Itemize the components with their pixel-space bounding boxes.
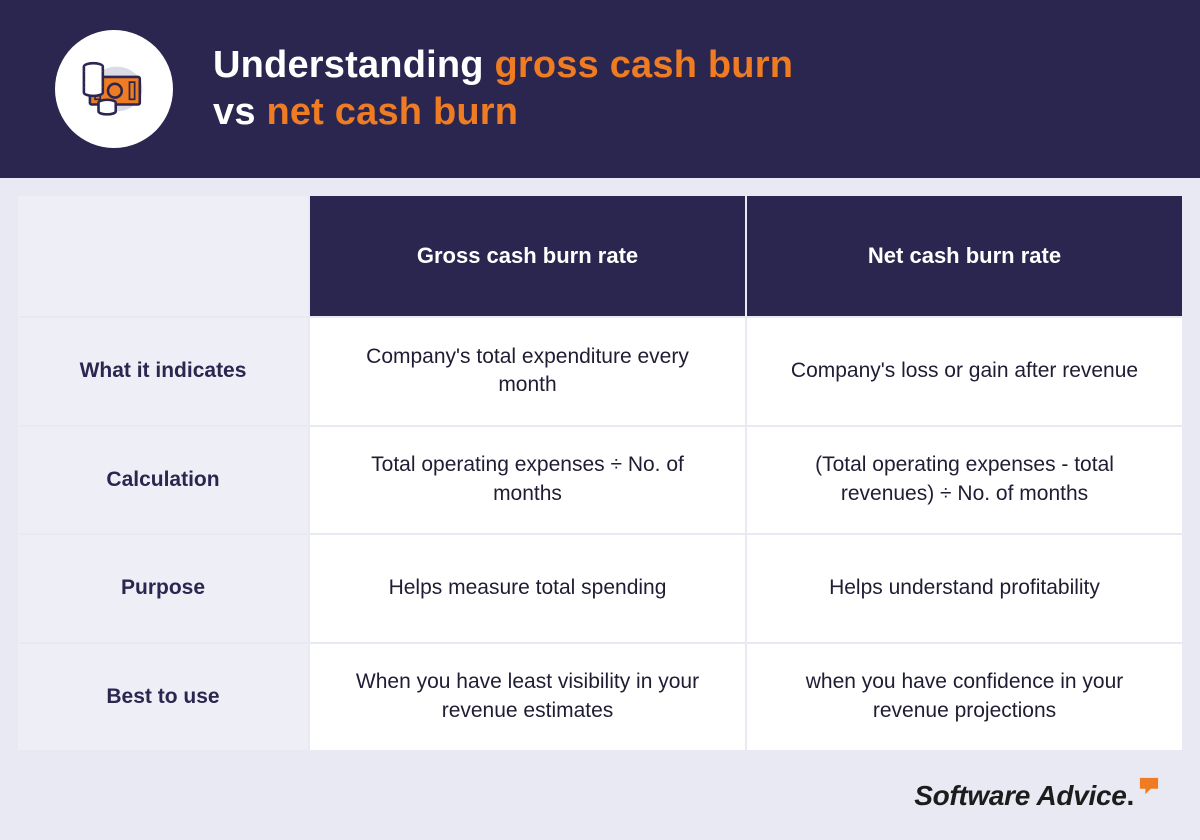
table-header-row: Gross cash burn rate Net cash burn rate — [18, 196, 1182, 316]
cell-indicates-gross: Company's total expenditure every month — [310, 318, 745, 425]
footer-brand-suffix: . — [1127, 780, 1134, 811]
footer-brand: Software Advice. — [914, 780, 1160, 812]
cell-indicates-net: Company's loss or gain after revenue — [747, 318, 1182, 425]
col-header-gross: Gross cash burn rate — [310, 196, 745, 316]
cell-purpose-gross: Helps measure total spending — [310, 535, 745, 642]
row-label-purpose: Purpose — [18, 535, 308, 642]
infographic-root: Understanding gross cash burn vs net cas… — [0, 0, 1200, 840]
col-header-net: Net cash burn rate — [747, 196, 1182, 316]
title-line1-accent: gross cash burn — [494, 44, 793, 86]
row-label-calculation: Calculation — [18, 427, 308, 534]
money-icon-circle — [55, 30, 173, 148]
table-corner-blank — [18, 196, 308, 316]
table-row: What it indicates Company's total expend… — [18, 318, 1182, 425]
footer-brand-name: Software Advice — [914, 780, 1126, 811]
cell-calculation-net: (Total operating expenses - total revenu… — [747, 427, 1182, 534]
row-label-besttouse: Best to use — [18, 644, 308, 751]
comparison-table: Gross cash burn rate Net cash burn rate … — [18, 196, 1182, 750]
header-bar: Understanding gross cash burn vs net cas… — [0, 0, 1200, 178]
title-line1-plain: Understanding — [213, 44, 494, 86]
cell-besttouse-net: when you have confidence in your revenue… — [747, 644, 1182, 751]
row-label-indicates: What it indicates — [18, 318, 308, 425]
footer-brand-text: Software Advice. — [914, 780, 1134, 812]
header-title: Understanding gross cash burn vs net cas… — [213, 42, 793, 137]
cell-besttouse-gross: When you have least visibility in your r… — [310, 644, 745, 751]
money-icon — [71, 46, 157, 132]
table-row: Purpose Helps measure total spending Hel… — [18, 535, 1182, 642]
title-line2-plain: vs — [213, 91, 266, 133]
table-row: Calculation Total operating expenses ÷ N… — [18, 427, 1182, 534]
body-area: Gross cash burn rate Net cash burn rate … — [0, 178, 1200, 840]
cell-purpose-net: Helps understand profitability — [747, 535, 1182, 642]
title-line2-accent: net cash burn — [266, 91, 518, 133]
cell-calculation-gross: Total operating expenses ÷ No. of months — [310, 427, 745, 534]
table-row: Best to use When you have least visibili… — [18, 644, 1182, 751]
footer-brand-mark-icon — [1138, 776, 1160, 796]
